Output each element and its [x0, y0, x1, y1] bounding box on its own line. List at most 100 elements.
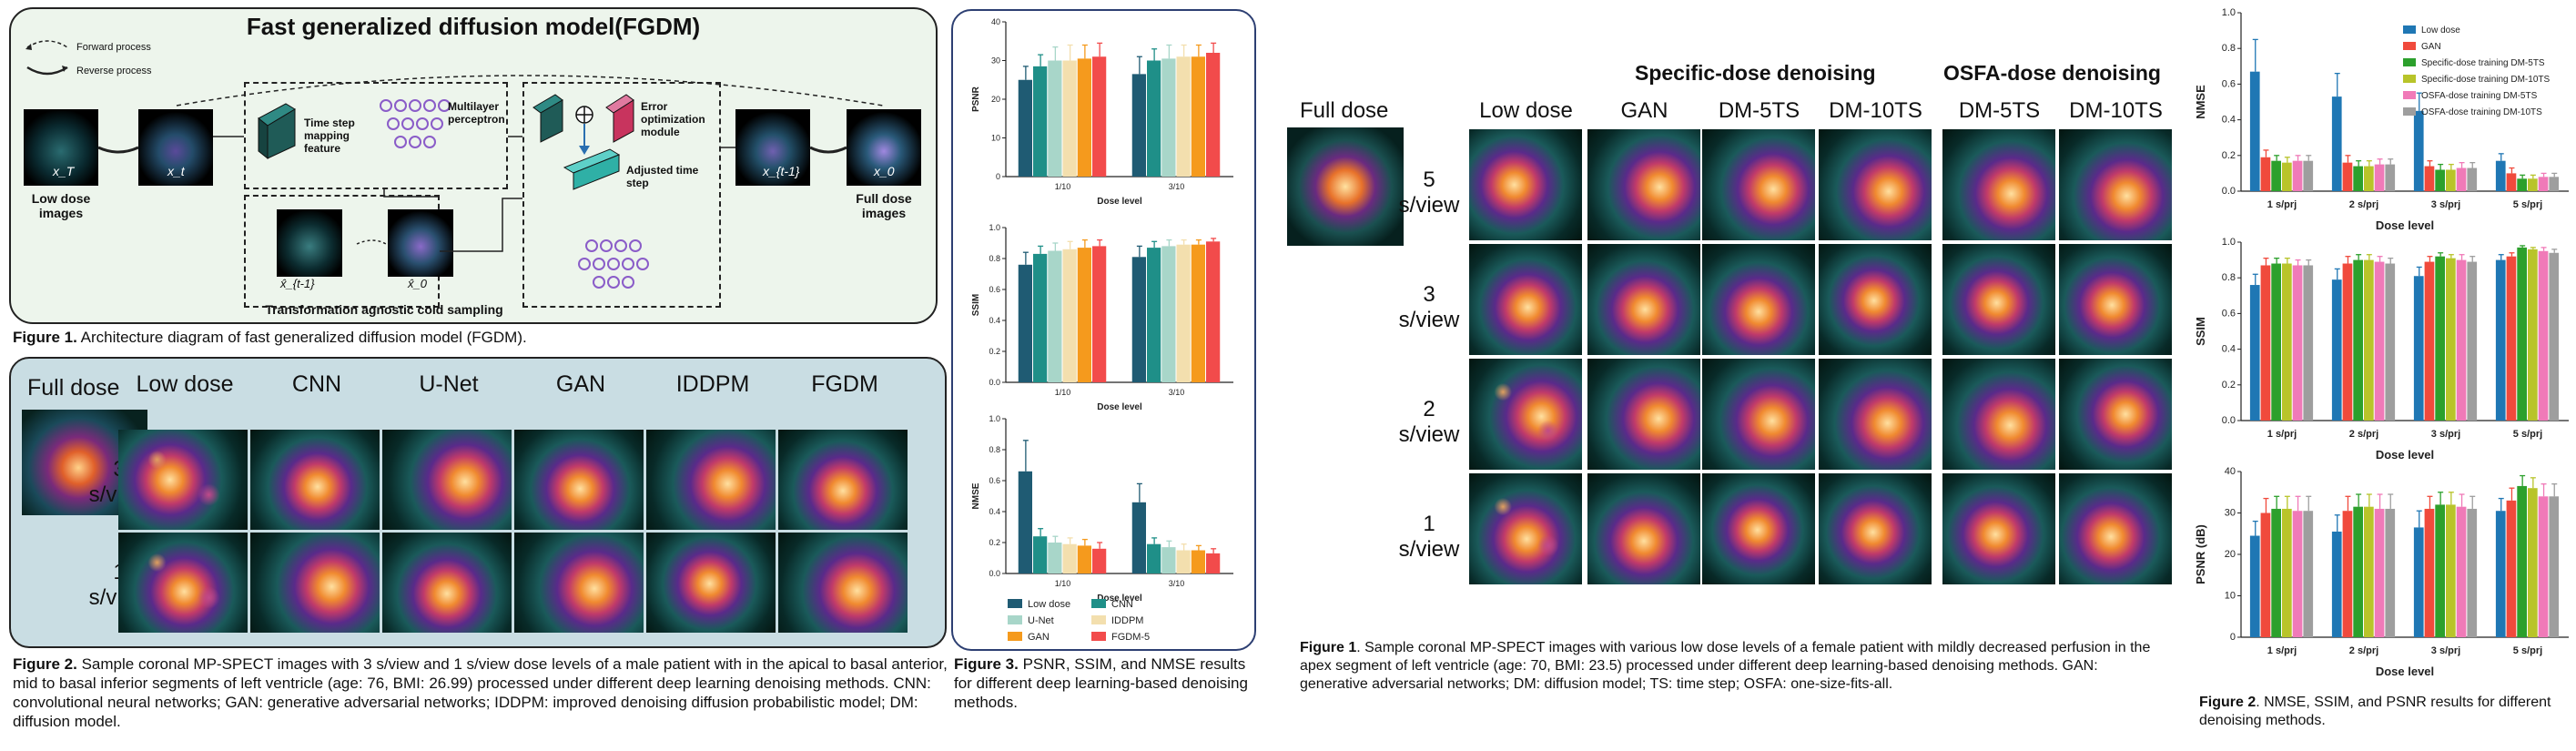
fig2-image-r1-c5	[778, 533, 908, 633]
fig2-image-r1-c1	[250, 533, 380, 633]
fig2-image-r1-c0	[118, 533, 248, 633]
bar	[1048, 250, 1062, 382]
fig1b-row-label-part: s/view	[1398, 537, 1460, 562]
bar	[2353, 506, 2363, 637]
bar	[2424, 166, 2435, 191]
bar	[1176, 244, 1191, 382]
figure1-caption-label: Figure 1.	[13, 329, 77, 346]
image-xt	[138, 109, 213, 186]
bar	[1077, 545, 1091, 573]
bar	[2528, 249, 2538, 421]
bar	[1033, 536, 1048, 573]
chart-nmse: 0.0 0.2 0.4 0.6 0.8 1.0 NMSE 1 s/prj 2 s/prj 3 s/…	[2194, 7, 2569, 232]
fig1b-divider-2	[1937, 127, 1942, 590]
figure2b-caption-text: . NMSE, SSIM, and PSNR results for diffe…	[2199, 695, 2551, 728]
fig1b-row-label-part: 5	[1423, 167, 1435, 192]
fig1b-row-label-part: 2	[1423, 397, 1435, 421]
category-label: 3/10	[1169, 182, 1185, 191]
bar	[2271, 508, 2281, 637]
legend-label: Low dose	[1028, 599, 1070, 610]
figure3-charts: 0 10 20 30 40 PSNR 1/10 3/10 Dose level 0.0 0.2 0.4…	[971, 17, 1233, 643]
x-axis-label: Dose level	[1097, 197, 1142, 207]
y-tick-label: 0.8	[989, 445, 1000, 454]
figure1b-caption-label: Figure 1	[1300, 640, 1357, 655]
legend-swatch	[2403, 91, 2416, 99]
figure2b-caption: Figure 2. NMSE, SSIM, and PSNR results f…	[2199, 694, 2572, 730]
category-label: 1/10	[1055, 388, 1071, 397]
bar	[1131, 502, 1146, 573]
y-tick-label: 20	[991, 95, 1000, 104]
bar	[1147, 60, 1161, 177]
y-tick-label: 0.4	[989, 507, 1000, 516]
label-full-dose-images: Full dose images	[856, 191, 912, 220]
legend-swatch	[2403, 58, 2416, 66]
bar	[2364, 166, 2374, 191]
bar	[1191, 244, 1205, 382]
bar	[2517, 178, 2527, 191]
bar	[2517, 485, 2527, 637]
bar	[2506, 256, 2517, 421]
y-tick-label: 0.2	[2222, 150, 2236, 161]
fig2-col-header-2: U-Net	[419, 371, 479, 397]
bar	[2374, 261, 2385, 421]
y-axis-label: PSNR	[971, 86, 981, 112]
fig1b-image-r0-c5	[2059, 129, 2172, 240]
category-label: 5 s/prj	[2513, 199, 2542, 210]
bar	[1206, 53, 1221, 177]
bar	[2249, 535, 2260, 637]
figure3-caption-label: Figure 3.	[954, 655, 1019, 673]
category-label: 2 s/prj	[2349, 645, 2378, 656]
fig1b-full-dose-image	[1287, 127, 1404, 246]
fig3-legend: Low dose CNN U-Net IDDPM GAN FGDM-5	[1008, 599, 1150, 643]
bar	[2495, 511, 2506, 637]
bar	[2528, 178, 2538, 191]
category-label: 5 s/prj	[2513, 645, 2542, 656]
fig1b-full-dose-label: Full dose	[1300, 98, 1389, 123]
fig1b-divider	[1584, 127, 1586, 590]
chart-psnr-db-: 0 10 20 30 40 PSNR (dB) 1 s/prj 2 s/prj 3 s/prj 5…	[2194, 466, 2569, 678]
legend-swatch	[2403, 42, 2416, 50]
figure1b-caption-text: . Sample coronal MP-SPECT images with va…	[1300, 640, 2151, 692]
bar	[2549, 496, 2560, 637]
y-tick-label: 1.0	[989, 414, 1000, 423]
figure3-charts-panel: 0 10 20 30 40 PSNR 1/10 3/10 Dose level 0.0 0.2 0.4…	[951, 9, 1256, 651]
bar	[2538, 250, 2549, 421]
figure3-caption: Figure 3. PSNR, SSIM, and NMSE results f…	[954, 655, 1254, 712]
x-axis-label: Dose level	[1097, 594, 1142, 604]
category-label: 1 s/prj	[2267, 199, 2297, 210]
chart-nmse: 0.0 0.2 0.4 0.6 0.8 1.0 NMSE 1/10 3/10 Dose level	[971, 414, 1233, 604]
y-tick-label: 0.2	[2222, 380, 2236, 391]
bar	[1033, 253, 1048, 382]
category-label: 3 s/prj	[2431, 429, 2460, 440]
x-axis-label: Dose level	[1097, 402, 1142, 412]
legend-label: IDDPM	[1111, 615, 1143, 626]
fig1b-image-r0-c2	[1702, 129, 1815, 240]
x-axis-label: Dose level	[2376, 218, 2434, 232]
figure2-caption-text: Sample coronal MP-SPECT images with 3 s/…	[13, 655, 948, 730]
fig1b-image-r0-c1	[1587, 129, 1700, 240]
y-tick-label: 0.6	[989, 285, 1000, 294]
bar	[2271, 263, 2281, 421]
figure2-caption: Figure 2. Sample coronal MP-SPECT images…	[13, 655, 950, 731]
bar	[2467, 508, 2478, 637]
mlp-network-icon-2	[578, 239, 649, 289]
fig1b-row-label-part: s/view	[1398, 193, 1460, 218]
y-tick-label: 0.0	[989, 378, 1000, 387]
bar	[2495, 259, 2506, 421]
label-xhat-t1: x̂_{t-1}	[280, 277, 315, 290]
bar	[1062, 543, 1077, 573]
bar	[2331, 279, 2342, 421]
label-x0: x_0	[874, 164, 895, 178]
legend-reverse: Reverse process	[76, 66, 152, 76]
fig1b-image-r1-c0	[1469, 244, 1582, 355]
bar	[2292, 160, 2303, 191]
fig1b-image-r2-c2	[1702, 359, 1815, 470]
figure2-caption-label: Figure 2.	[13, 655, 77, 673]
bar	[2260, 157, 2271, 191]
category-label: 2 s/prj	[2349, 429, 2378, 440]
y-tick-label: 40	[991, 17, 1000, 26]
bar	[2374, 508, 2385, 637]
bar	[1206, 241, 1221, 382]
fig1b-col-header-4: DM-5TS	[1958, 98, 2041, 123]
bar	[2249, 71, 2260, 192]
